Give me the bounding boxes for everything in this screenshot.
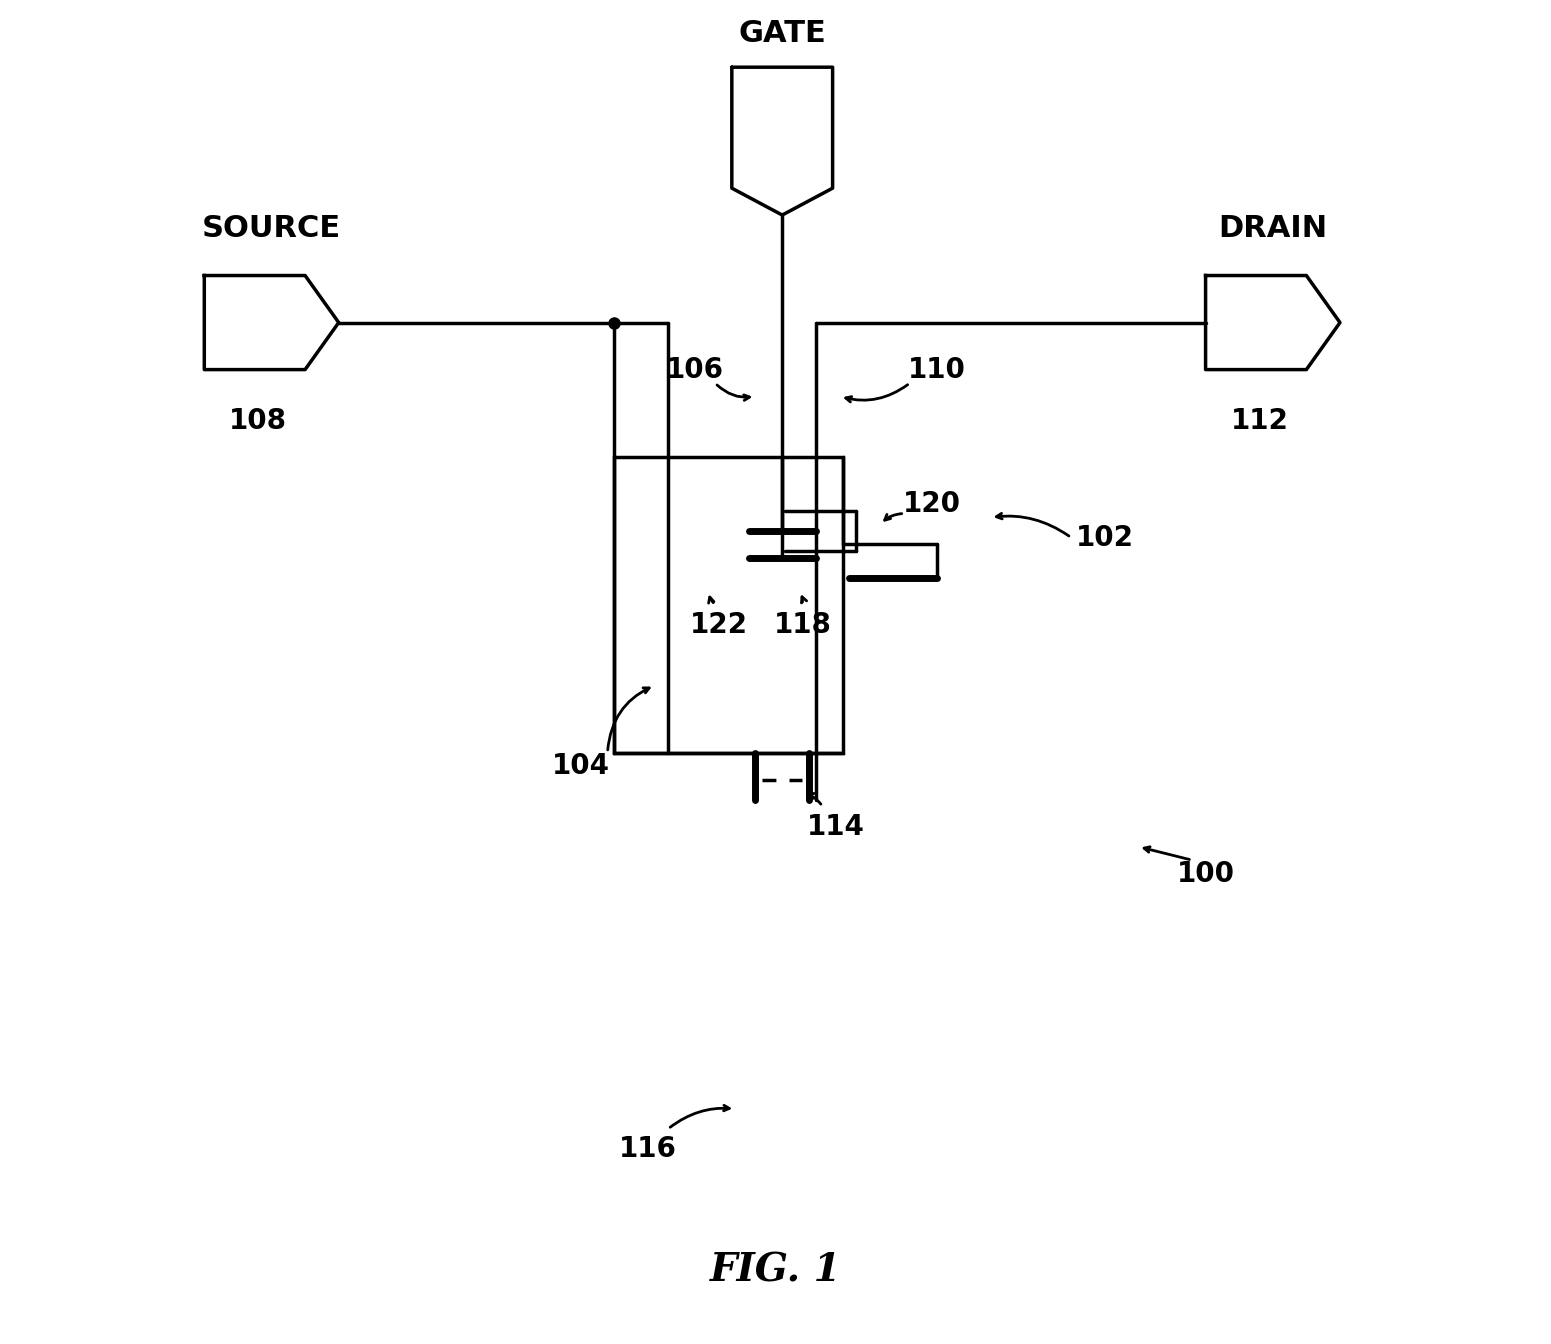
Text: 112: 112 (1230, 407, 1289, 434)
Text: 106: 106 (665, 356, 724, 383)
Text: GATE: GATE (738, 19, 827, 48)
Text: 104: 104 (552, 753, 610, 780)
Text: 122: 122 (690, 612, 748, 638)
Text: DRAIN: DRAIN (1218, 214, 1328, 243)
Text: 114: 114 (807, 813, 865, 840)
Text: 102: 102 (1076, 524, 1134, 551)
Text: FIG. 1: FIG. 1 (710, 1251, 841, 1289)
Text: 116: 116 (619, 1136, 676, 1163)
Text: 118: 118 (774, 612, 831, 638)
Text: 110: 110 (907, 356, 966, 383)
Bar (614, 457, 842, 753)
Text: SOURCE: SOURCE (202, 214, 341, 243)
Text: 100: 100 (1177, 860, 1235, 887)
Text: 120: 120 (903, 491, 962, 517)
Text: 108: 108 (230, 407, 287, 434)
